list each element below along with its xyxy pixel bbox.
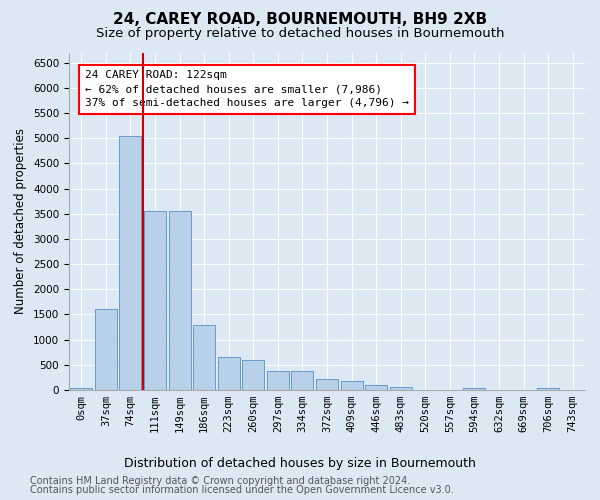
Bar (169, 211, 191, 390)
Text: 24 CAREY ROAD: 122sqm
← 62% of detached houses are smaller (7,986)
37% of semi-d: 24 CAREY ROAD: 122sqm ← 62% of detached … (85, 70, 409, 108)
Bar (242, 360, 265, 390)
Bar (119, 136, 142, 390)
Text: 24, CAREY ROAD, BOURNEMOUTH, BH9 2XB: 24, CAREY ROAD, BOURNEMOUTH, BH9 2XB (113, 12, 487, 28)
Text: Contains public sector information licensed under the Open Government Licence v3: Contains public sector information licen… (30, 485, 454, 495)
Text: Distribution of detached houses by size in Bournemouth: Distribution of detached houses by size … (124, 458, 476, 470)
Bar (95, 310, 117, 390)
Bar (365, 385, 387, 390)
Bar (389, 388, 412, 390)
Bar (537, 388, 559, 390)
Bar (70, 388, 92, 390)
Bar (316, 379, 338, 390)
Bar (341, 381, 362, 390)
Y-axis label: Number of detached properties: Number of detached properties (14, 128, 28, 314)
Text: Contains HM Land Registry data © Crown copyright and database right 2024.: Contains HM Land Registry data © Crown c… (30, 476, 410, 486)
Bar (463, 388, 485, 390)
Text: Size of property relative to detached houses in Bournemouth: Size of property relative to detached ho… (96, 28, 504, 40)
Bar (292, 371, 313, 390)
Bar (193, 324, 215, 390)
Bar (267, 371, 289, 390)
Bar (218, 358, 240, 390)
Bar (144, 211, 166, 390)
